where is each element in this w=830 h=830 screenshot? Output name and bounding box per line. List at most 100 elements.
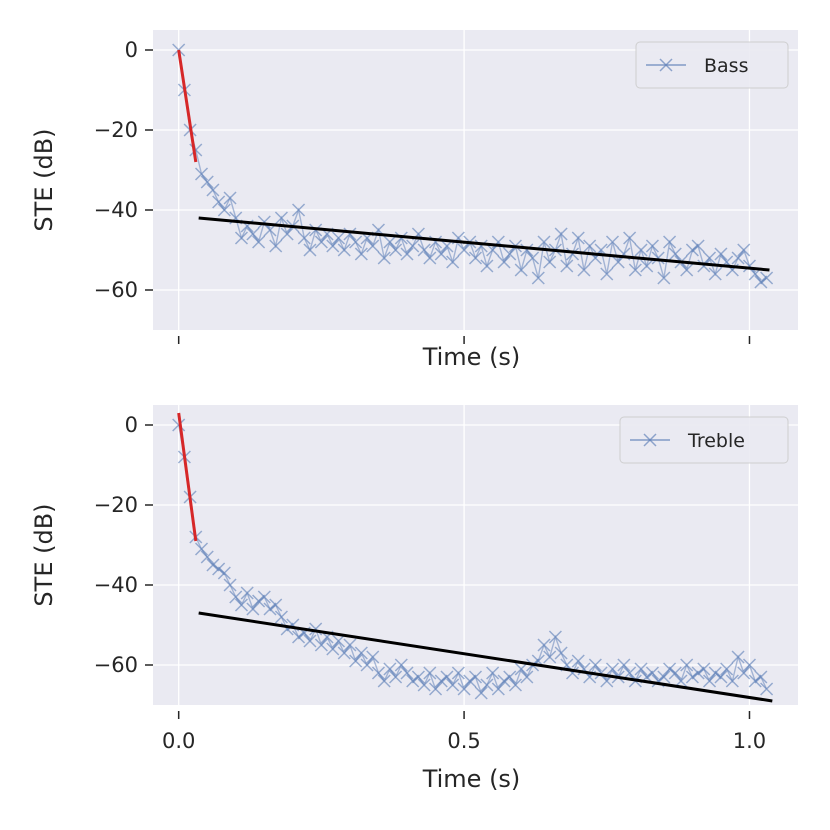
data-point-marker [560,259,574,273]
series-layer [172,43,774,289]
data-point-marker [417,243,431,257]
data-point-marker [543,650,557,664]
data-point-marker [457,682,471,696]
data-point-marker [491,682,505,696]
y-tick-label: −20 [94,493,138,517]
x-tick-label: 0.5 [447,729,480,753]
series-layer [172,412,774,703]
data-point-marker [257,590,271,604]
data-point-marker [702,674,717,688]
data-point-marker [229,590,243,604]
y-tick-label: 0 [125,413,138,437]
data-point-marker [474,686,488,700]
data-point-marker [554,227,568,241]
data-point-marker [702,251,717,265]
data-point-marker [451,666,465,680]
data-point-marker [566,247,580,261]
data-point-marker [668,247,682,261]
data-point-marker [605,235,620,249]
data-point-marker [543,255,557,269]
data-point-marker [463,674,477,688]
early-decay-fit-line [177,49,198,163]
data-point-marker [520,243,534,257]
data-point-marker [623,231,637,245]
data-point-marker [172,418,186,432]
data-point-marker [571,231,585,245]
data-point-marker [497,674,511,688]
data-point-marker [548,630,562,644]
data-point-marker [234,598,249,612]
data-point-marker [331,634,346,648]
data-point-marker [645,666,659,680]
data-point-marker [668,666,682,680]
data-point-marker [440,670,454,684]
data-point-marker [748,674,762,688]
data-point-marker [389,243,403,257]
y-axis-label: STE (dB) [30,128,58,231]
data-point-marker [257,215,271,229]
data-point-marker [480,259,494,273]
data-point-marker [383,235,397,249]
data-point-marker [514,662,528,676]
data-point-marker [520,670,534,684]
data-point-marker [720,662,734,676]
data-point-marker [691,239,705,253]
data-point-marker [657,670,671,684]
data-point-marker [200,175,214,189]
legend: Bass [635,41,789,89]
data-point-marker [468,670,483,684]
data-point-marker [354,646,368,660]
data-point-marker [194,167,209,181]
data-point-marker [531,271,545,285]
data-point-marker [252,594,266,608]
data-point-marker [240,586,254,600]
y-tick-label: −40 [94,198,138,222]
data-point-marker [189,143,203,157]
data-point-marker [217,566,231,580]
data-point-marker [446,678,460,692]
data-point-marker [628,263,642,277]
data-point-marker [377,251,391,265]
data-point-marker [588,658,602,672]
data-point-marker [400,247,414,261]
legend-box [635,41,789,89]
data-point-marker [252,235,266,249]
data-point-marker [423,666,437,680]
data-point-marker [263,602,277,616]
data-point-marker [708,666,722,680]
data-point-marker [389,670,403,684]
data-point-marker [634,662,648,676]
data-point-marker [366,239,380,253]
data-point-marker [737,243,751,257]
legend-swatch-marker [643,433,657,447]
data-point-marker [212,562,226,576]
data-point-marker [434,247,448,261]
data-point-marker [343,638,357,652]
y-tick-label: −40 [94,573,138,597]
data-point-marker [468,251,483,265]
y-tick-label: 0 [125,38,138,62]
data-point-marker [314,235,328,249]
data-point-marker [349,235,363,249]
data-point-marker [206,183,220,197]
data-point-marker [377,674,391,688]
data-point-marker [731,251,745,265]
data-point-marker [383,662,397,676]
data-point-marker [292,630,306,644]
series-line-bass [178,49,768,283]
early-decay-fit-line [177,412,198,542]
y-tick-label: −20 [94,118,138,142]
data-point-marker [200,550,214,564]
data-point-marker [269,598,283,612]
data-point-marker [246,602,260,616]
data-point-marker [640,259,654,273]
data-point-marker [371,666,385,680]
data-point-marker [326,642,340,656]
x-axis-label: Time (s) [422,765,521,793]
data-point-marker [457,243,471,257]
data-point-marker [497,255,511,269]
panel-treble: 0 −20 −40 −60 0.0 0.5 1.0 Time (s) STE (dB) Trebl… [30,405,798,793]
data-point-marker [503,247,517,261]
data-point-marker [651,251,665,265]
